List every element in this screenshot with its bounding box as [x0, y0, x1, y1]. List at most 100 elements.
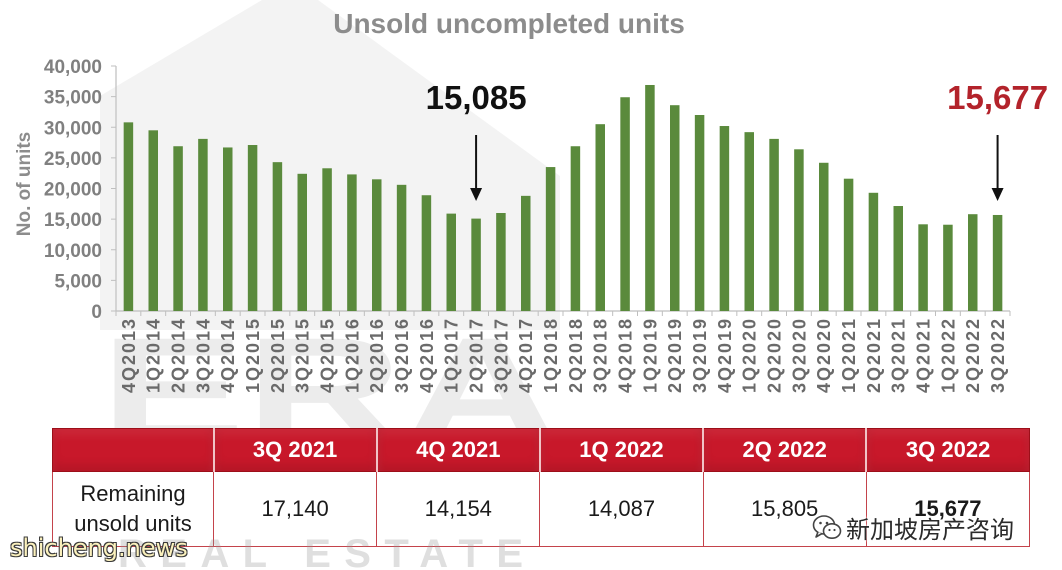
y-tick-label: 40,000 — [44, 57, 102, 78]
y-axis-title: No. of units — [14, 132, 35, 236]
x-tick-label: 2Q2020 — [765, 319, 785, 393]
x-tick-label: 3Q2022 — [988, 319, 1008, 393]
bar-3Q2020 — [794, 149, 804, 311]
wechat-icon — [812, 514, 842, 539]
table-row: Remaining unsold units 17,140 14,154 14,… — [52, 471, 1031, 547]
bar-2Q2019 — [670, 105, 680, 311]
x-tick-label: 1Q2015 — [243, 319, 263, 393]
callout-arrow-head — [991, 188, 1004, 201]
bar-3Q2019 — [694, 115, 705, 311]
callout-value-label: 15,085 — [426, 79, 527, 116]
x-tick-labels: 4Q20131Q20142Q20143Q20144Q20141Q20152Q20… — [119, 319, 1008, 393]
y-tick-label: 25,000 — [44, 149, 102, 170]
bar-3Q2015 — [297, 173, 307, 311]
bar-3Q2021 — [893, 206, 903, 311]
x-tick-label: 1Q2017 — [442, 319, 462, 393]
bar-1Q2019 — [645, 84, 655, 311]
bar-4Q2021 — [918, 224, 928, 311]
bar-4Q2020 — [819, 162, 829, 311]
table-value-cell: 15,805 — [702, 471, 867, 547]
x-tick-label: 1Q2019 — [640, 319, 660, 393]
bar-4Q2015 — [322, 168, 332, 311]
logo-roof-shape — [100, 0, 560, 330]
x-tick-label: 1Q2020 — [740, 319, 760, 393]
x-tick-label: 4Q2020 — [814, 319, 834, 393]
bar-4Q2016 — [421, 195, 432, 311]
bar-4Q2017 — [521, 195, 531, 311]
bar-4Q2013 — [123, 122, 134, 311]
x-tick-label: 4Q2014 — [218, 319, 238, 393]
bar-2Q2022 — [968, 214, 978, 311]
bar-1Q2015 — [247, 145, 258, 311]
callout: 15,085 — [426, 79, 527, 201]
x-tick-label: 2Q2017 — [467, 319, 487, 393]
bar-chart: Unsold uncompleted units No. of units 0 5… — [14, 8, 1048, 393]
x-tick-label: 4Q2021 — [914, 319, 934, 393]
x-tick-label: 2Q2019 — [665, 319, 685, 393]
bar-4Q2019 — [719, 126, 730, 312]
x-tick-label: 1Q2021 — [839, 319, 859, 393]
callout-arrow-head — [470, 188, 483, 201]
x-tick-label: 4Q2015 — [318, 319, 338, 393]
table-header-corner — [52, 428, 214, 472]
bar-3Q2018 — [595, 124, 605, 311]
row-label-line: Remaining — [80, 481, 186, 506]
x-tick-label: 3Q2017 — [491, 319, 511, 393]
x-tick-label: 4Q2013 — [119, 319, 139, 393]
x-tick-label: 3Q2020 — [789, 319, 809, 393]
y-tick-label: 10,000 — [44, 241, 102, 262]
table-header-cell: 1Q 2022 — [538, 428, 704, 472]
table-value-cell: 14,154 — [376, 471, 541, 547]
bar-1Q2020 — [744, 132, 754, 311]
y-tick-label: 20,000 — [44, 180, 102, 201]
x-tick-label: 1Q2018 — [541, 319, 561, 393]
bar-1Q2018 — [545, 167, 556, 311]
chart-title: Unsold uncompleted units — [333, 8, 685, 39]
x-tick-label: 1Q2016 — [342, 319, 362, 393]
x-tick-label: 3Q2021 — [889, 319, 909, 393]
x-tick-label: 4Q2016 — [417, 319, 437, 393]
bar-1Q2021 — [843, 178, 854, 311]
bar-2Q2016 — [372, 179, 382, 311]
wechat-account-name: 新加坡房产咨询 — [846, 516, 1014, 544]
table-value-cell: 14,087 — [539, 471, 704, 547]
table-value-cell: 17,140 — [212, 471, 378, 547]
bar-3Q2022 — [992, 214, 1003, 311]
row-label-cell: Remaining unsold units — [52, 471, 214, 547]
bar-2Q2015 — [272, 162, 283, 311]
bar-series — [123, 84, 1003, 312]
x-tick-label: 2Q2018 — [566, 319, 586, 393]
bar-4Q2014 — [223, 147, 233, 311]
bar-1Q2014 — [148, 130, 158, 311]
bar-1Q2016 — [347, 174, 357, 311]
axes: 0 5,000 10,000 15,000 20,000 25,000 30,000 35,0… — [44, 57, 1011, 323]
x-tick-label: 3Q2019 — [690, 319, 710, 393]
x-tick-label: 2Q2015 — [268, 319, 288, 393]
bar-1Q2017 — [446, 213, 456, 311]
bar-2Q2021 — [868, 192, 879, 311]
bar-2Q2020 — [769, 138, 779, 311]
bar-3Q2016 — [396, 184, 407, 311]
y-tick-label: 30,000 — [44, 118, 102, 139]
y-tick-label: 5,000 — [54, 271, 102, 292]
bar-3Q2014 — [198, 138, 208, 311]
x-tick-label: 4Q2019 — [715, 319, 735, 393]
x-tick-label: 2Q2021 — [864, 319, 884, 393]
x-tick-label: 4Q2017 — [516, 319, 536, 393]
x-tick-label: 2Q2014 — [169, 319, 189, 393]
y-tick-label: 15,000 — [44, 210, 102, 231]
x-tick-label: 4Q2018 — [616, 319, 636, 393]
x-tick-label: 3Q2014 — [193, 319, 213, 393]
wechat-watermark: 新加坡房产咨询 — [812, 510, 1014, 545]
y-tick-label: 0 — [91, 302, 102, 323]
callout-value-label: 15,677 — [947, 79, 1048, 116]
summary-table: 3Q 2021 4Q 2021 1Q 2022 2Q 2022 3Q 2022 … — [52, 428, 1031, 547]
x-tick-label: 2Q2016 — [367, 319, 387, 393]
y-tick-label: 35,000 — [44, 88, 102, 109]
table-value-cell-highlight: 15,677 — [865, 471, 1031, 547]
table-header-row: 3Q 2021 4Q 2021 1Q 2022 2Q 2022 3Q 2022 — [52, 428, 1031, 472]
table-header-cell: 3Q 2021 — [212, 428, 377, 472]
bar-2Q2017 — [471, 218, 481, 311]
callout: 15,677 — [947, 79, 1048, 201]
